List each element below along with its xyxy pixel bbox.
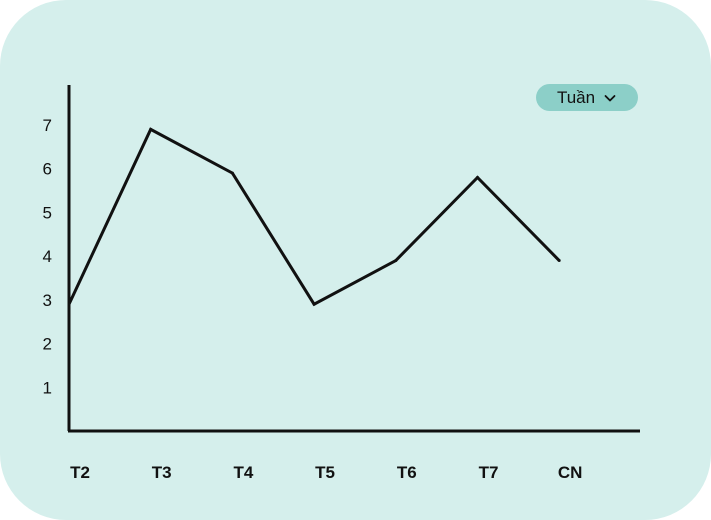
series-group: [67, 127, 561, 307]
x-tick-label: CN: [558, 463, 583, 482]
y-tick-label: 6: [43, 160, 52, 179]
y-tick-label: 5: [43, 203, 52, 222]
x-tick-label: T6: [397, 463, 417, 482]
chevron-down-icon: [604, 94, 616, 101]
period-dropdown-label: Tuần: [556, 87, 596, 107]
x-axis: T2 T3 T4 T5 T6 T7 CN: [68, 429, 640, 482]
data-point: [230, 171, 234, 175]
x-tick-label: T4: [233, 463, 253, 482]
data-point: [557, 259, 561, 263]
period-dropdown[interactable]: Tuần: [536, 84, 638, 111]
data-point: [394, 259, 398, 263]
y-tick-label: 2: [43, 335, 52, 354]
x-tick-label: T5: [315, 463, 335, 482]
y-tick-label: 7: [43, 116, 52, 135]
y-tick-label: 1: [43, 378, 52, 397]
y-axis: 1 2 3 4 5 6 7: [43, 85, 71, 431]
y-tick-label: 3: [43, 291, 52, 310]
data-point: [67, 302, 71, 306]
data-point: [149, 127, 153, 131]
x-tick-label: T3: [152, 463, 172, 482]
y-tick-label: 4: [43, 247, 52, 266]
data-point: [312, 302, 316, 306]
x-tick-label: T2: [70, 463, 90, 482]
series-line: [67, 127, 561, 307]
data-point: [476, 175, 479, 179]
x-tick-label: T7: [479, 463, 499, 482]
